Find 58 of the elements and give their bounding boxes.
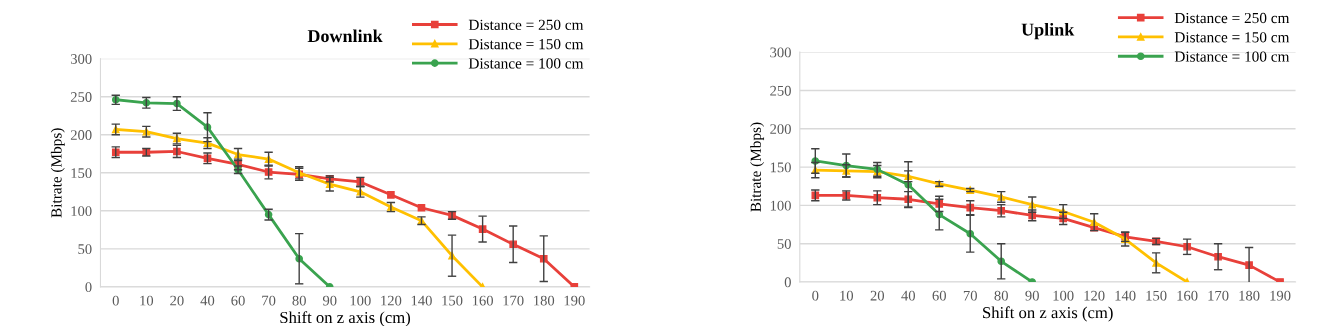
x-tick-label: 70 [963,290,977,301]
y-tick-label: 250 [70,92,92,102]
x-tick-label: 0 [112,295,119,306]
x-tick-label: 90 [322,295,337,306]
y-tick-label: 100 [770,200,791,211]
y-tick-label: 300 [770,47,791,58]
y-tick-label: 200 [70,130,92,140]
legend-label: Distance = 150 cm [1174,32,1290,43]
y-tick-label: 300 [70,54,92,64]
y-tick-label: 50 [78,244,92,255]
y-tick-label: 150 [770,162,791,173]
y-tick-label: 200 [770,124,791,134]
x-tick-label: 150 [442,295,463,306]
y-axis-title: Bitrate (Mbps) [750,122,765,212]
x-tick-label: 10 [140,295,154,306]
x-tick-label: 100 [1053,290,1074,301]
x-tick-label: 20 [870,290,885,301]
y-tick-label: 50 [777,239,791,249]
legend-label: Distance = 100 cm [1174,51,1290,62]
legend-label: Distance = 250 cm [1174,12,1290,24]
x-axis-title: Shift on z axis (cm) [280,311,411,326]
x-tick-label: 170 [1208,290,1229,301]
x-tick-label: 100 [350,295,371,306]
x-tick-label: 90 [1025,290,1039,301]
x-tick-label: 120 [1084,290,1105,301]
x-tick-label: 120 [381,295,402,306]
x-tick-label: 170 [503,295,524,306]
x-tick-label: 190 [1270,290,1291,301]
y-tick-label: 150 [71,168,92,178]
x-tick-label: 0 [812,290,819,301]
x-tick-label: 70 [262,295,276,306]
x-tick-label: 140 [1115,290,1136,301]
x-tick-label: 20 [170,295,184,306]
x-tick-label: 40 [901,290,915,301]
x-tick-label: 180 [1239,290,1260,301]
x-tick-label: 180 [534,295,555,306]
x-tick-label: 60 [932,290,946,301]
x-tick-label: 160 [1177,290,1198,301]
x-axis-title: Shift on z axis (cm) [983,306,1113,322]
legend-label: Distance = 150 cm [468,38,584,50]
x-tick-label: 40 [200,295,215,306]
y-tick-label: 0 [85,282,92,293]
y-axis-title: Bitrate (Mbps) [50,128,65,218]
x-tick-label: 10 [840,290,854,301]
x-tick-label: 140 [411,295,432,306]
legend-label: Distance = 250 cm [468,19,584,30]
x-tick-label: 80 [994,290,1008,301]
x-tick-label: 60 [231,295,245,306]
y-tick-label: 250 [770,85,791,96]
x-tick-label: 160 [472,295,493,306]
chart-title: Downlink [307,29,383,43]
y-tick-label: 0 [784,277,791,288]
x-tick-label: 150 [1146,290,1167,301]
y-tick-label: 100 [71,206,92,217]
chart-title: Uplink [1021,22,1075,40]
x-tick-label: 190 [564,295,585,306]
legend-label: Distance = 100 cm [468,58,584,69]
x-tick-label: 80 [292,295,306,306]
